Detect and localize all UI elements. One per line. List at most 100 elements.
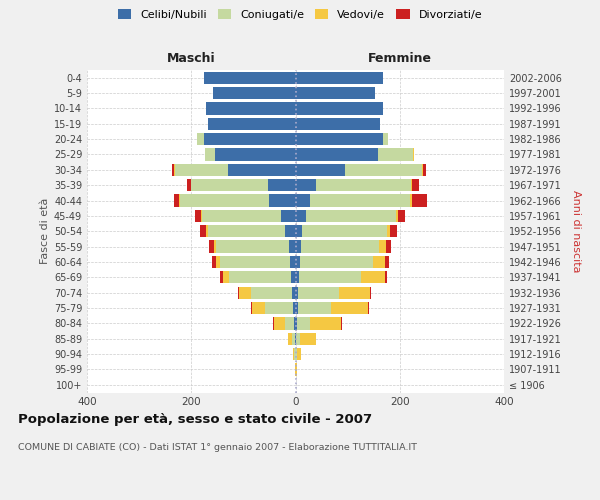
Bar [379,240,386,253]
Bar [200,225,206,237]
Bar [378,148,413,160]
Bar [174,194,179,206]
Bar [191,179,268,192]
Bar [410,194,412,206]
Bar [204,133,296,145]
Bar [296,332,300,345]
Bar [196,210,200,222]
Bar [370,286,371,299]
Bar [274,318,285,330]
Bar [296,194,310,206]
Bar [228,164,296,176]
Bar [296,118,380,130]
Bar [391,225,397,237]
Bar [412,194,427,206]
Bar [383,133,388,145]
Bar [206,225,208,237]
Text: Popolazione per età, sesso e stato civile - 2007: Popolazione per età, sesso e stato civil… [18,412,372,426]
Bar [299,271,361,283]
Bar [251,302,252,314]
Bar [339,286,370,299]
Bar [269,194,296,206]
Bar [293,302,296,314]
Legend: Celibi/Nubili, Coniugati/e, Vedovi/e, Divorziati/e: Celibi/Nubili, Coniugati/e, Vedovi/e, Di… [115,6,485,23]
Text: Maschi: Maschi [167,52,215,65]
Bar [212,256,216,268]
Bar [175,164,228,176]
Bar [361,271,385,283]
Bar [296,318,310,330]
Bar [296,256,299,268]
Bar [268,179,296,192]
Bar [422,164,423,176]
Bar [298,302,331,314]
Y-axis label: Anni di nascita: Anni di nascita [571,190,581,272]
Bar [215,148,296,160]
Bar [299,256,373,268]
Bar [213,87,296,99]
Bar [301,240,379,253]
Bar [204,72,296,84]
Bar [202,210,281,222]
Bar [331,302,368,314]
Text: COMUNE DI CABIATE (CO) - Dati ISTAT 1° gennaio 2007 - Elaborazione TUTTITALIA.IT: COMUNE DI CABIATE (CO) - Dati ISTAT 1° g… [18,442,417,452]
Bar [296,102,383,115]
Bar [310,318,341,330]
Bar [206,102,296,115]
Bar [395,210,398,222]
Bar [295,348,296,360]
Bar [296,210,306,222]
Bar [208,225,285,237]
Bar [296,302,298,314]
Bar [295,318,296,330]
Bar [281,210,296,222]
Bar [345,164,422,176]
Bar [238,286,239,299]
Bar [296,87,375,99]
Bar [223,271,229,283]
Bar [251,286,292,299]
Bar [296,240,301,253]
Bar [239,286,251,299]
Bar [385,271,387,283]
Bar [265,302,293,314]
Bar [293,348,295,360]
Bar [296,286,298,299]
Bar [411,179,412,192]
Y-axis label: Fasce di età: Fasce di età [40,198,50,264]
Bar [285,318,295,330]
Bar [296,72,383,84]
Bar [208,118,296,130]
Bar [197,133,204,145]
Bar [292,332,295,345]
Bar [316,179,411,192]
Bar [209,240,214,253]
Bar [373,256,385,268]
Bar [300,332,316,345]
Text: Femmine: Femmine [368,52,432,65]
Bar [216,240,289,253]
Bar [296,148,378,160]
Bar [387,225,391,237]
Bar [216,256,220,268]
Bar [296,225,302,237]
Bar [296,179,316,192]
Bar [187,179,191,192]
Bar [214,240,216,253]
Bar [172,164,174,176]
Bar [180,194,269,206]
Bar [306,210,395,222]
Bar [289,240,296,253]
Bar [200,210,202,222]
Bar [385,256,389,268]
Bar [423,164,426,176]
Bar [285,225,296,237]
Bar [368,302,369,314]
Bar [292,271,296,283]
Bar [292,286,296,299]
Bar [310,194,410,206]
Bar [220,271,223,283]
Bar [302,225,387,237]
Bar [229,271,292,283]
Bar [290,256,296,268]
